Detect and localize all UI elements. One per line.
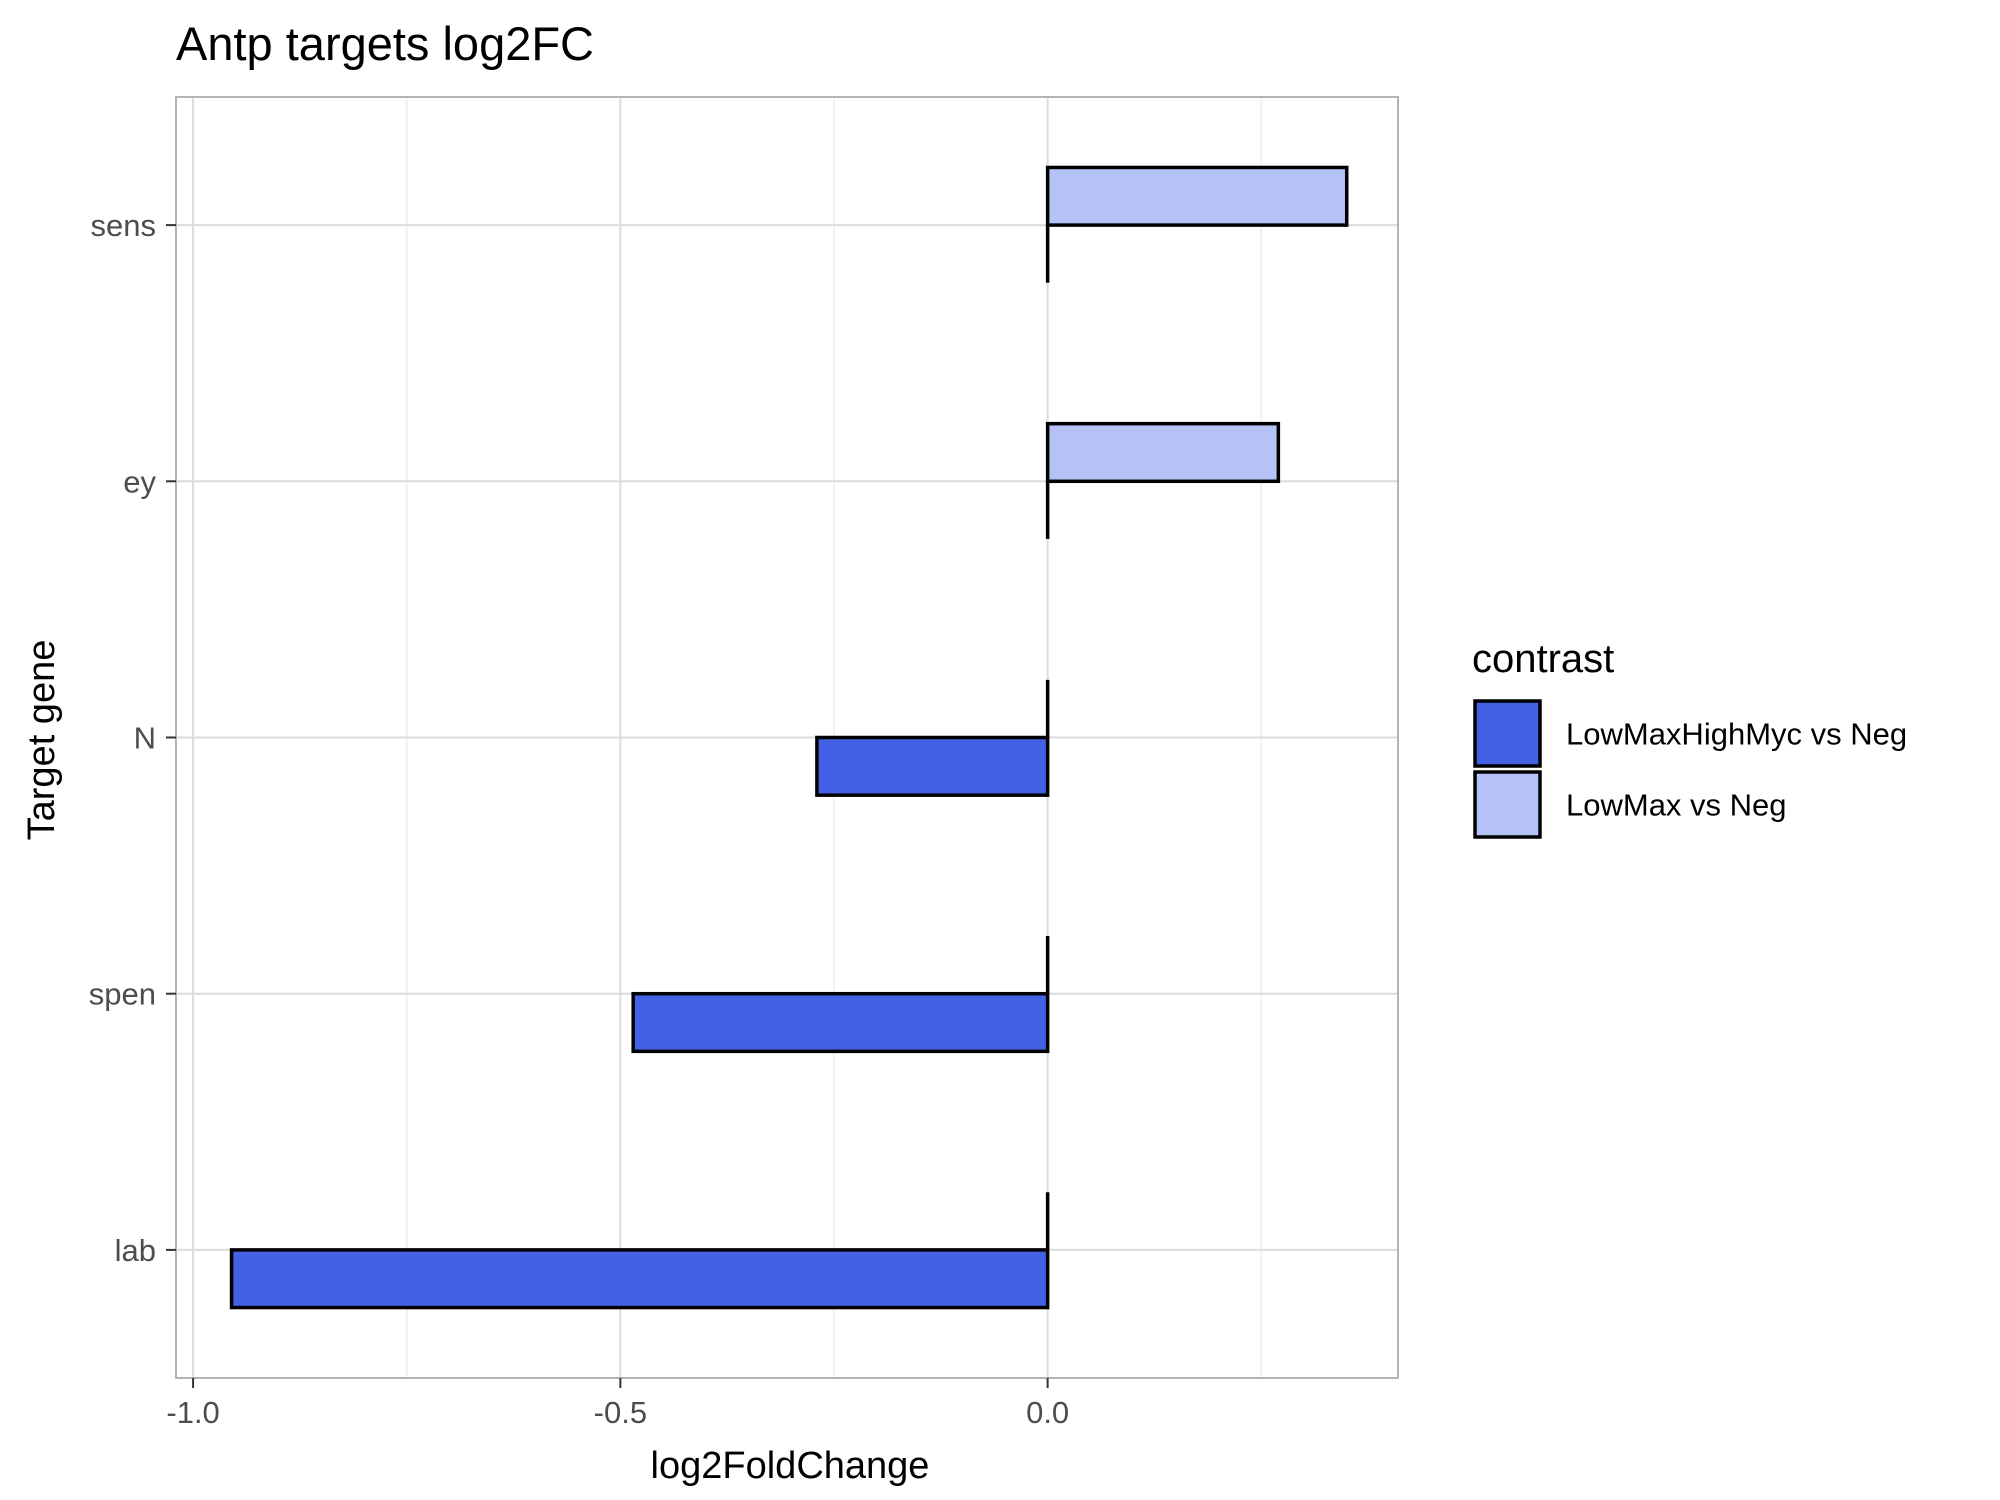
- y-tick-label: N: [134, 721, 156, 756]
- bars: [229, 165, 1349, 1310]
- y-axis-title: Target gene: [21, 640, 63, 841]
- legend-key: [1473, 770, 1542, 839]
- chart-title: Antp targets log2FC: [176, 17, 594, 70]
- y-tick-label: ey: [123, 464, 156, 499]
- x-axis-title: log2FoldChange: [651, 1445, 930, 1487]
- bar-sens: [1045, 165, 1349, 227]
- x-tick-label: -0.5: [594, 1395, 647, 1430]
- y-tick-label: sens: [91, 208, 156, 243]
- legend: contrast LowMaxHighMyc vs Neg LowMax vs N…: [1472, 637, 1907, 839]
- legend-title: contrast: [1472, 637, 1614, 681]
- bar-spen: [631, 991, 1050, 1054]
- y-tick-label: lab: [115, 1233, 156, 1268]
- bar-N: [815, 735, 1050, 797]
- legend-key: [1473, 699, 1542, 768]
- legend-label: LowMaxHighMyc vs Neg: [1566, 717, 1907, 752]
- bar-lab: [229, 1248, 1050, 1310]
- x-tick-label: -1.0: [166, 1395, 219, 1430]
- x-tick-label: 0.0: [1026, 1395, 1069, 1430]
- y-tick-label: spen: [89, 977, 156, 1012]
- x-axis: -1.0 -0.5 0.0: [166, 1378, 1069, 1430]
- legend-label: LowMax vs Neg: [1566, 788, 1787, 823]
- bar-ey: [1045, 421, 1281, 484]
